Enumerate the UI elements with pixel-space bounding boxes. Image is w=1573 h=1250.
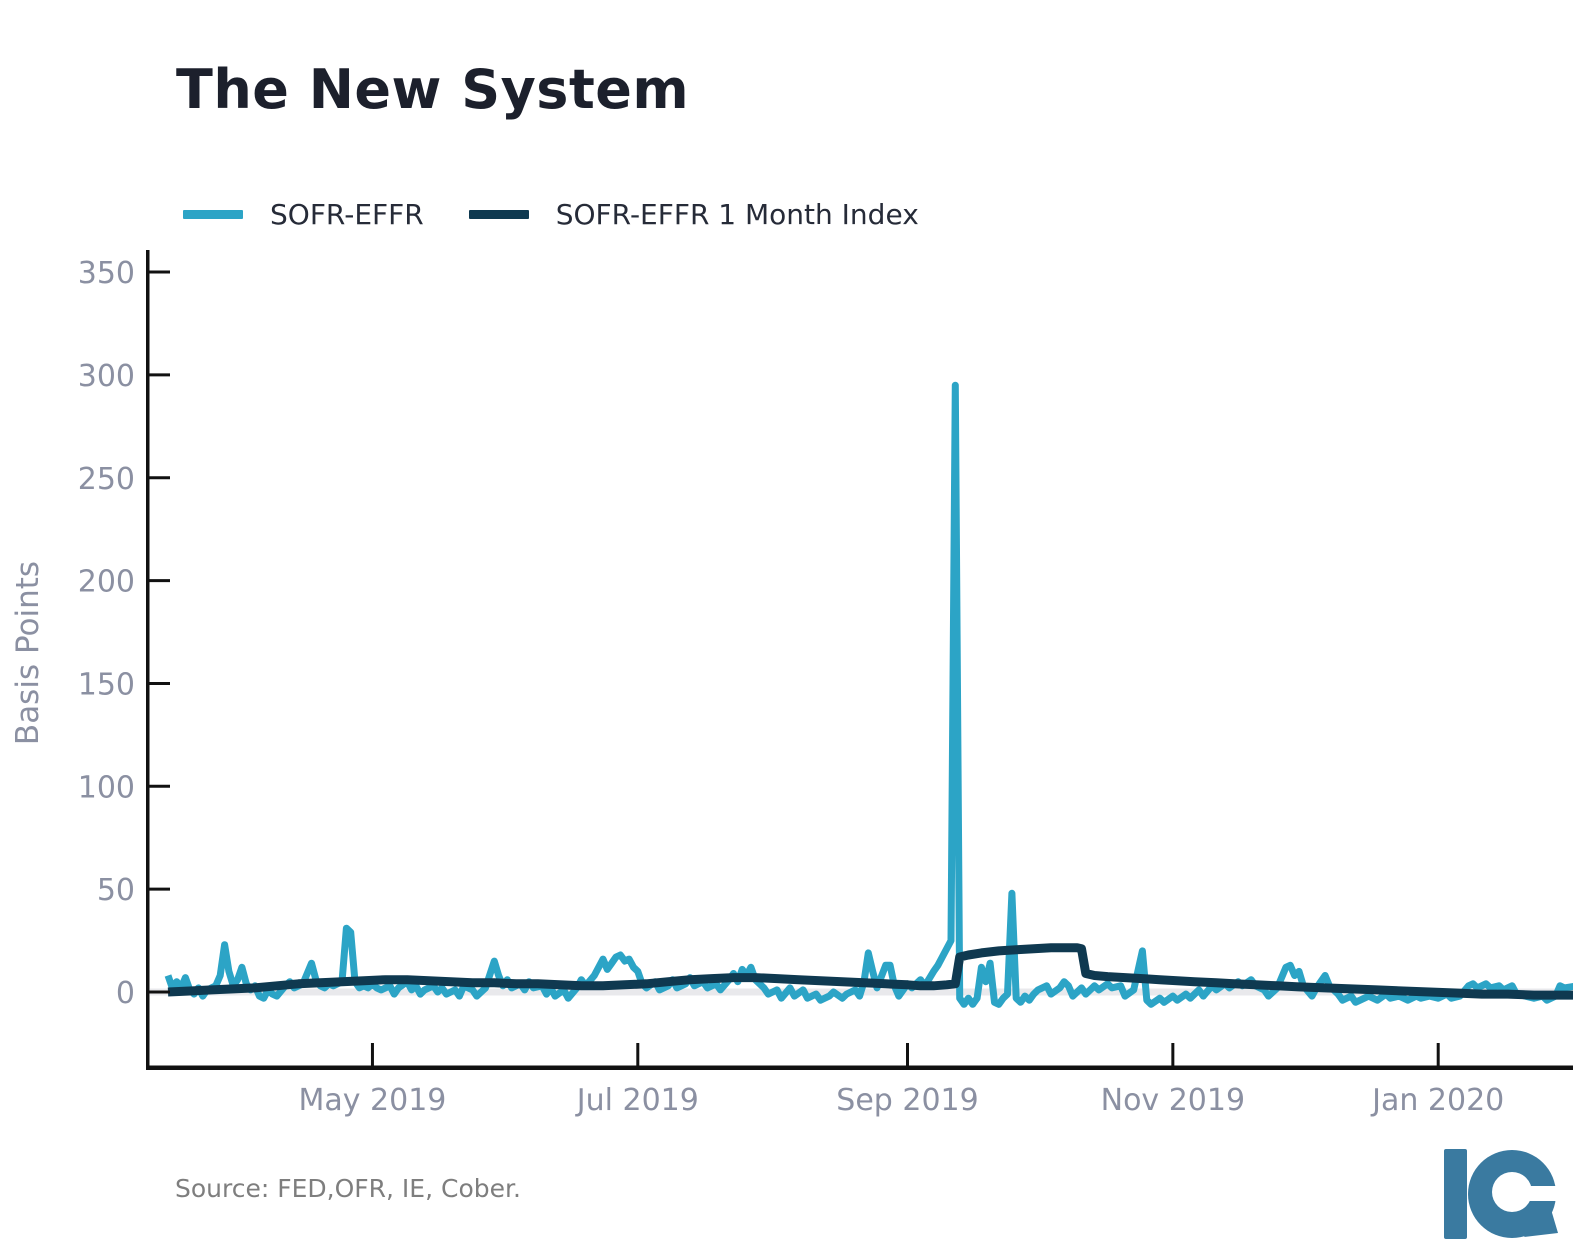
x-tick-label: May 2019 — [298, 1083, 446, 1118]
y-tick-label: 0 — [116, 976, 135, 1011]
series-line-sofr-effr-1-month-index — [167, 943, 1573, 1000]
series-line-sofr-effr — [164, 381, 1573, 1008]
legend-swatch-sofr-effr — [183, 209, 243, 219]
legend-label-sofr-effr: SOFR-EFFR — [270, 197, 424, 231]
x-tick-label: Sep 2019 — [836, 1083, 978, 1118]
y-axis-spine — [146, 250, 150, 1070]
y-tick-label: 250 — [78, 462, 135, 497]
y-tick-label: 50 — [97, 873, 135, 908]
logo-letter-e-slot — [1508, 1186, 1562, 1201]
source-note: Source: FED,OFR, IE, Cober. — [175, 1174, 521, 1203]
y-tick-label: 150 — [78, 667, 135, 702]
legend: SOFR-EFFR SOFR-EFFR 1 Month Index — [183, 196, 919, 232]
y-tick-label: 350 — [78, 256, 135, 291]
logo-letter-i — [1444, 1149, 1467, 1239]
y-tick-label: 100 — [78, 770, 135, 805]
x-tick-label: Nov 2019 — [1101, 1083, 1245, 1118]
legend-label-index: SOFR-EFFR 1 Month Index — [555, 197, 919, 231]
y-tick-label: 300 — [78, 359, 135, 394]
x-axis-spine — [146, 1065, 1573, 1070]
chart-title: The New System — [176, 58, 690, 121]
y-tick-label: 200 — [78, 565, 135, 600]
legend-swatch-index — [468, 209, 529, 219]
ie-logo — [1444, 1149, 1562, 1239]
x-tick-label: Jul 2019 — [575, 1083, 699, 1118]
x-tick-label: Jan 2020 — [1370, 1083, 1504, 1118]
logo-letter-e-tail — [1524, 1206, 1558, 1237]
